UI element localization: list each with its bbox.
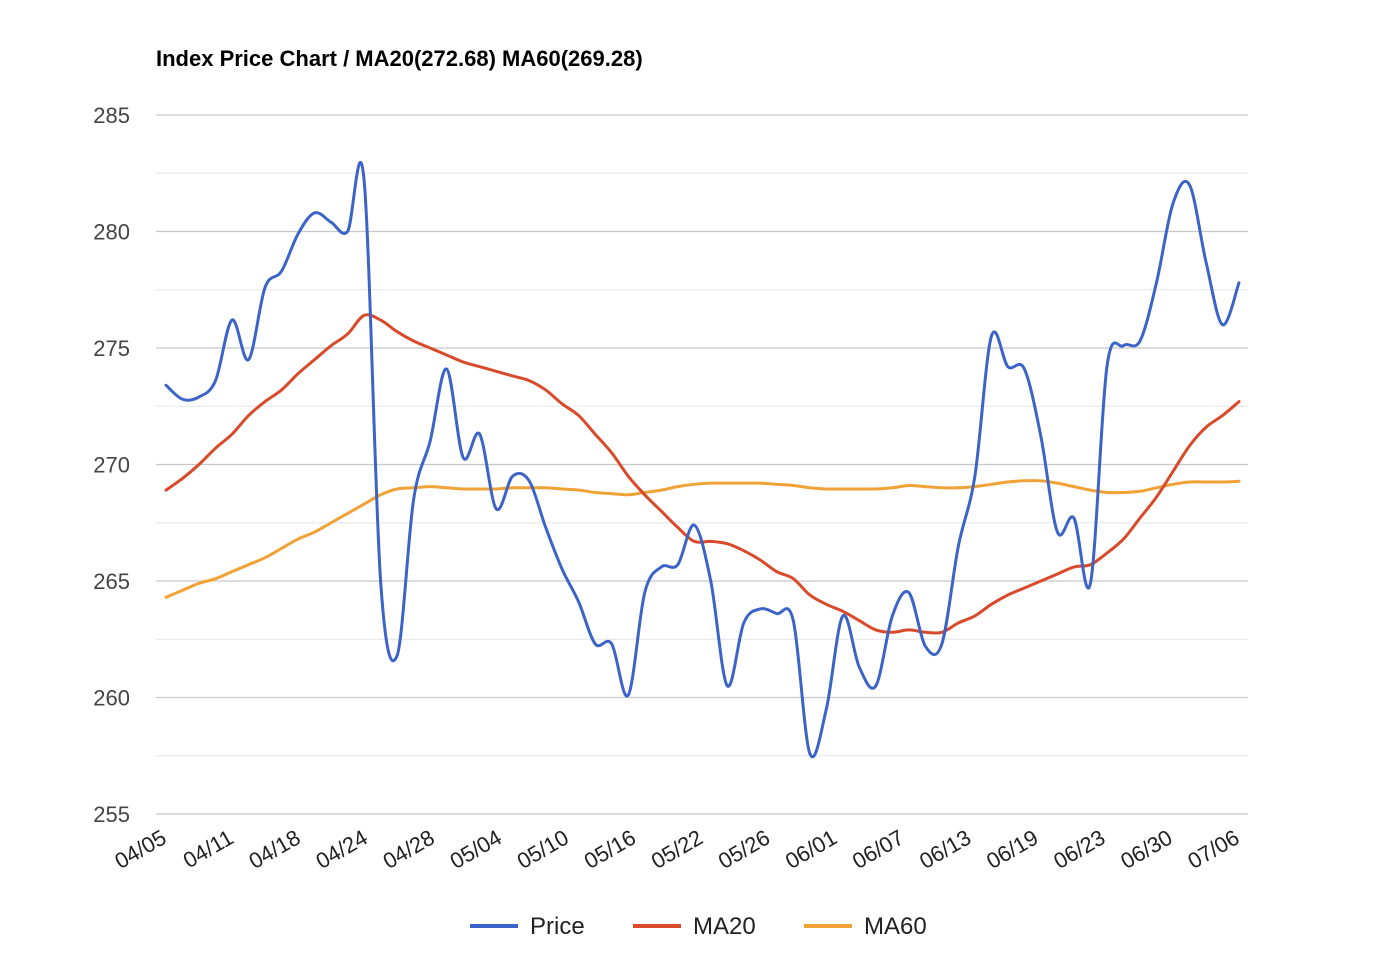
y-axis-ticks: 285 280 275 270 265 260 255 xyxy=(93,103,130,827)
series-line-ma20 xyxy=(164,313,1241,635)
legend-label-ma20: MA20 xyxy=(693,913,756,940)
x-tick-label: 04/05 xyxy=(110,825,170,874)
x-tick-label: 06/30 xyxy=(1116,825,1176,874)
x-tick-label: 05/10 xyxy=(513,825,573,874)
x-tick-label: 05/04 xyxy=(446,825,506,874)
y-tick-label: 265 xyxy=(93,569,130,594)
y-tick-label: 260 xyxy=(93,686,130,711)
x-tick-label: 06/07 xyxy=(848,825,908,874)
x-tick-label: 05/22 xyxy=(647,825,707,874)
series-line-ma60 xyxy=(164,479,1241,599)
x-tick-label: 07/06 xyxy=(1183,825,1243,874)
y-tick-label: 255 xyxy=(93,802,130,827)
gridlines xyxy=(156,114,1248,815)
y-tick-label: 270 xyxy=(93,453,130,478)
x-tick-label: 05/26 xyxy=(714,825,774,874)
x-tick-label: 05/16 xyxy=(580,825,640,874)
x-tick-label: 04/24 xyxy=(312,825,372,874)
x-tick-label: 04/11 xyxy=(179,825,238,873)
legend: Price MA20 MA60 xyxy=(470,913,927,940)
legend-label-price: Price xyxy=(530,913,585,940)
y-tick-label: 275 xyxy=(93,336,130,361)
y-tick-label: 285 xyxy=(93,103,130,128)
x-tick-label: 06/13 xyxy=(915,825,975,874)
chart-title: Index Price Chart / MA20(272.68) MA60(26… xyxy=(156,46,643,71)
series-line-price xyxy=(164,160,1241,759)
y-tick-label: 280 xyxy=(93,220,130,245)
legend-label-ma60: MA60 xyxy=(864,913,927,940)
x-tick-label: 06/23 xyxy=(1049,825,1109,874)
x-tick-label: 06/01 xyxy=(781,825,841,874)
x-tick-label: 06/19 xyxy=(982,825,1042,874)
x-tick-label: 04/28 xyxy=(379,825,439,874)
x-tick-label: 04/18 xyxy=(244,825,304,874)
x-axis-ticks: 04/05 04/11 04/18 04/24 04/28 05/04 05/10 05/16… xyxy=(110,825,1243,874)
series-lines xyxy=(164,160,1241,759)
